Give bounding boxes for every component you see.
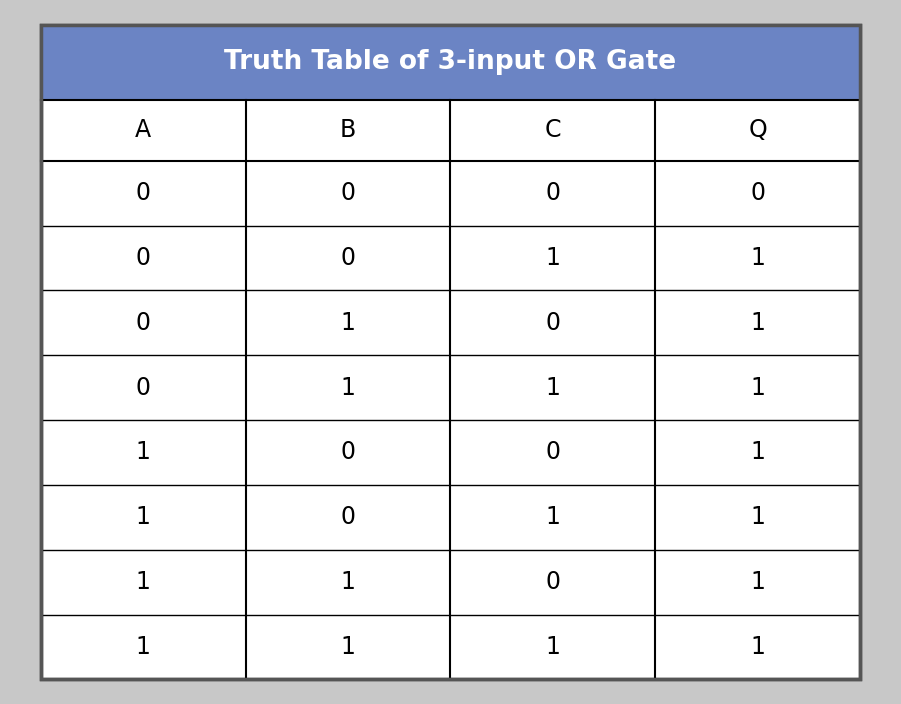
Text: 1: 1 xyxy=(545,505,560,529)
Text: B: B xyxy=(340,118,356,142)
Text: 0: 0 xyxy=(341,181,356,206)
Text: 1: 1 xyxy=(341,570,356,594)
Text: 0: 0 xyxy=(341,246,356,270)
FancyBboxPatch shape xyxy=(41,25,860,100)
Text: 1: 1 xyxy=(751,311,766,335)
Text: 1: 1 xyxy=(545,376,560,400)
Text: 1: 1 xyxy=(751,505,766,529)
Text: 1: 1 xyxy=(341,311,356,335)
Text: A: A xyxy=(135,118,151,142)
Text: Q: Q xyxy=(749,118,768,142)
Text: 0: 0 xyxy=(341,441,356,465)
Text: 1: 1 xyxy=(751,441,766,465)
Text: 0: 0 xyxy=(545,311,560,335)
Text: 1: 1 xyxy=(135,441,150,465)
Text: 1: 1 xyxy=(751,635,766,659)
Text: 0: 0 xyxy=(135,376,150,400)
Text: 0: 0 xyxy=(341,505,356,529)
Text: 0: 0 xyxy=(135,181,150,206)
Text: 0: 0 xyxy=(135,311,150,335)
Text: 0: 0 xyxy=(545,441,560,465)
Text: 1: 1 xyxy=(135,635,150,659)
Text: 0: 0 xyxy=(545,570,560,594)
Text: 0: 0 xyxy=(135,246,150,270)
Text: 1: 1 xyxy=(751,570,766,594)
Text: 1: 1 xyxy=(751,246,766,270)
Text: 1: 1 xyxy=(341,376,356,400)
Text: 1: 1 xyxy=(751,376,766,400)
Text: 0: 0 xyxy=(751,181,766,206)
Text: 1: 1 xyxy=(545,246,560,270)
Text: 1: 1 xyxy=(341,635,356,659)
Text: 1: 1 xyxy=(545,635,560,659)
Text: C: C xyxy=(545,118,561,142)
FancyBboxPatch shape xyxy=(41,25,860,679)
Text: 1: 1 xyxy=(135,570,150,594)
Text: Truth Table of 3-input OR Gate: Truth Table of 3-input OR Gate xyxy=(224,49,677,75)
Text: 0: 0 xyxy=(545,181,560,206)
Text: 1: 1 xyxy=(135,505,150,529)
